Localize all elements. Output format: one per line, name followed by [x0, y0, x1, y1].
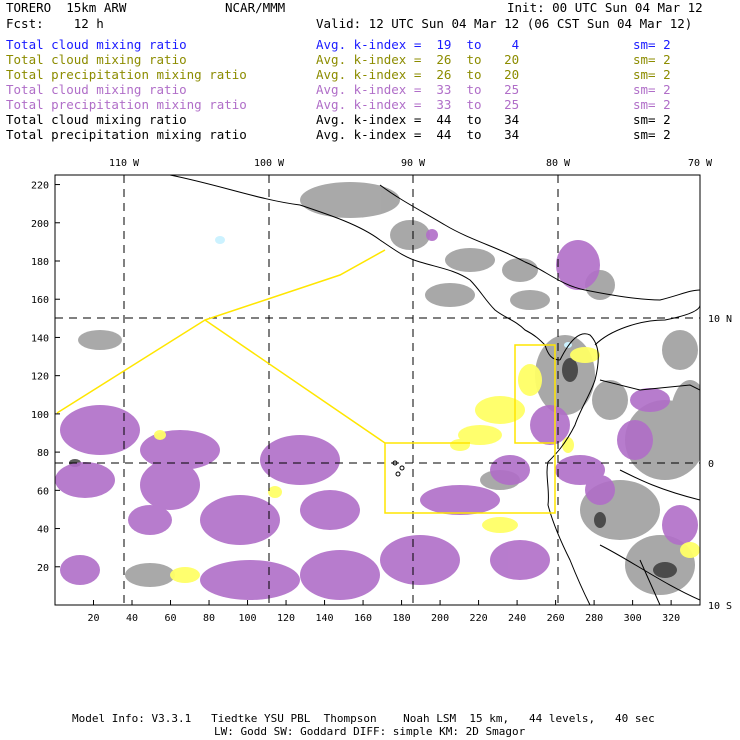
x-tick-label: 100	[239, 613, 257, 624]
legend-kindex: Avg. k-index = 44 to 34	[316, 112, 520, 127]
longitude-label: 90 W	[401, 158, 426, 169]
x-tick-label: 320	[662, 613, 680, 624]
legend-sm: sm= 2	[633, 127, 671, 142]
y-tick-label: 220	[31, 181, 49, 192]
x-tick-label: 80	[203, 613, 215, 624]
x-tick-label: 40	[126, 613, 138, 624]
y-tick-label: 80	[37, 448, 49, 459]
x-tick-label: 160	[354, 613, 372, 624]
longitude-label: 100 W	[254, 158, 285, 169]
x-tick-label: 140	[316, 613, 334, 624]
legend-kindex: Avg. k-index = 33 to 25	[316, 97, 520, 112]
latitude-label: 10 S	[708, 601, 732, 612]
coastlines	[169, 175, 700, 605]
latitude-labels: 10 N 0 10 S	[708, 314, 732, 612]
legend-kindex: Avg. k-index = 26 to 20	[316, 67, 520, 82]
init-time: Init: 00 UTC Sun 04 Mar 12	[507, 0, 703, 15]
x-tick-label: 200	[431, 613, 449, 624]
x-tick-label: 180	[393, 613, 411, 624]
x-tick-label: 20	[87, 613, 99, 624]
y-tick-label: 60	[37, 486, 49, 497]
y-tick-label: 120	[31, 372, 49, 383]
y-tick-label: 20	[37, 563, 49, 574]
legend-kindex: Avg. k-index = 33 to 25	[316, 82, 520, 97]
organization-label: NCAR/MMM	[225, 0, 286, 15]
longitude-label: 80 W	[546, 158, 571, 169]
x-tick-label: 60	[164, 613, 176, 624]
latitude-label: 0	[708, 459, 714, 470]
x-tick-label: 300	[624, 613, 642, 624]
y-axis-ticks: 20 40 60 80 100 120 140 160 180 200 220	[31, 181, 60, 574]
longitude-label: 70 W	[688, 158, 713, 169]
legend-field: Total precipitation mixing ratio	[6, 127, 247, 142]
legend-field: Total cloud mixing ratio	[6, 52, 187, 67]
y-tick-label: 180	[31, 257, 49, 268]
x-tick-label: 240	[508, 613, 526, 624]
y-tick-label: 200	[31, 219, 49, 230]
x-tick-label: 220	[470, 613, 488, 624]
legend-kindex: Avg. k-index = 19 to 4	[316, 37, 520, 52]
legend-field: Total precipitation mixing ratio	[6, 67, 247, 82]
longitude-labels: 110 W 100 W 90 W 80 W 70 W	[109, 158, 713, 169]
latitude-label: 10 N	[708, 314, 732, 325]
x-axis-ticks: 20 40 60 80 100 120 140 160 180 200 220 240 260 280 30…	[87, 600, 680, 624]
gray-cloud-areas	[78, 182, 700, 595]
cyan-cloud-areas	[215, 236, 572, 348]
legend-field: Total cloud mixing ratio	[6, 82, 187, 97]
longitude-label: 110 W	[109, 158, 140, 169]
x-tick-label: 260	[547, 613, 565, 624]
legend-sm: sm= 2	[633, 67, 671, 82]
forecast-hour: Fcst: 12 h	[6, 16, 104, 31]
legend-sm: sm= 2	[633, 112, 671, 127]
legend-sm: sm= 2	[633, 52, 671, 67]
legend-sm: sm= 2	[633, 97, 671, 112]
nested-domain-outlines	[56, 249, 556, 514]
x-tick-label: 120	[277, 613, 295, 624]
legend-field: Total cloud mixing ratio	[6, 37, 187, 52]
map-frame	[54, 174, 701, 606]
yellow-cloud-areas	[154, 347, 700, 583]
legend-field: Total precipitation mixing ratio	[6, 97, 247, 112]
y-tick-label: 160	[31, 295, 49, 306]
legend-sm: sm= 2	[633, 37, 671, 52]
legend-sm: sm= 2	[633, 82, 671, 97]
lat-lon-grid	[55, 175, 700, 605]
legend-field: Total cloud mixing ratio	[6, 112, 187, 127]
y-tick-label: 140	[31, 333, 49, 344]
y-tick-label: 100	[31, 410, 49, 421]
model-info-line1: Model Info: V3.3.1 Tiedtke YSU PBL Thomp…	[72, 712, 655, 725]
purple-cloud-areas	[55, 229, 698, 600]
dark-cloud-cores	[69, 358, 677, 578]
legend-kindex: Avg. k-index = 26 to 20	[316, 52, 520, 67]
legend-kindex: Avg. k-index = 44 to 34	[316, 127, 520, 142]
y-tick-label: 40	[37, 525, 49, 536]
model-info-line2: LW: Godd SW: Goddard DIFF: simple KM: 2D…	[214, 725, 526, 738]
model-title: TORERO 15km ARW	[6, 0, 127, 15]
valid-time: Valid: 12 UTC Sun 04 Mar 12 (06 CST Sun …	[316, 16, 693, 31]
x-tick-label: 280	[585, 613, 603, 624]
